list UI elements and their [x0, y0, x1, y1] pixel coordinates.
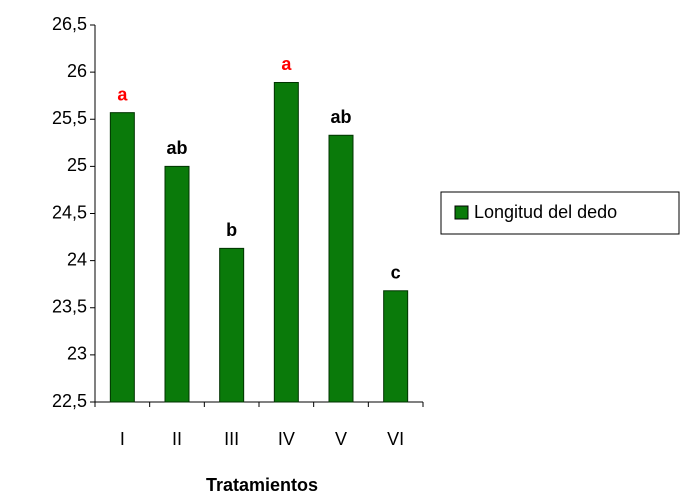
y-tick-label: 23,5	[52, 297, 87, 317]
bar	[109, 112, 135, 403]
x-tick-label: V	[335, 429, 347, 449]
annotation: c	[391, 263, 401, 283]
annotation: a	[117, 84, 128, 104]
y-tick-label: 24,5	[52, 202, 87, 222]
legend-box	[440, 191, 680, 235]
y-tick-label: 24	[67, 249, 87, 269]
x-tick-label: II	[172, 429, 182, 449]
bar	[164, 165, 190, 403]
y-tick-label: 23	[67, 344, 87, 364]
y-tick-label: 22,5	[52, 391, 87, 411]
legend-swatch	[454, 205, 469, 220]
y-tick-label: 25,5	[52, 108, 87, 128]
legend-label: Longitud del dedo	[474, 202, 617, 222]
annotation: ab	[330, 107, 351, 127]
x-tick-label: IV	[278, 429, 295, 449]
bar	[273, 81, 299, 403]
bar	[328, 134, 354, 403]
x-tick-label: III	[224, 429, 239, 449]
annotation: b	[226, 220, 237, 240]
x-tick-label: VI	[387, 429, 404, 449]
x-axis-title: Tratamientos	[206, 475, 318, 495]
bar	[383, 290, 409, 403]
y-tick-label: 25	[67, 155, 87, 175]
y-tick-label: 26	[67, 61, 87, 81]
bar	[219, 247, 245, 403]
y-tick-label: 26,5	[52, 14, 87, 34]
annotation: a	[281, 54, 292, 74]
x-tick-label: I	[120, 429, 125, 449]
annotation: ab	[166, 138, 187, 158]
